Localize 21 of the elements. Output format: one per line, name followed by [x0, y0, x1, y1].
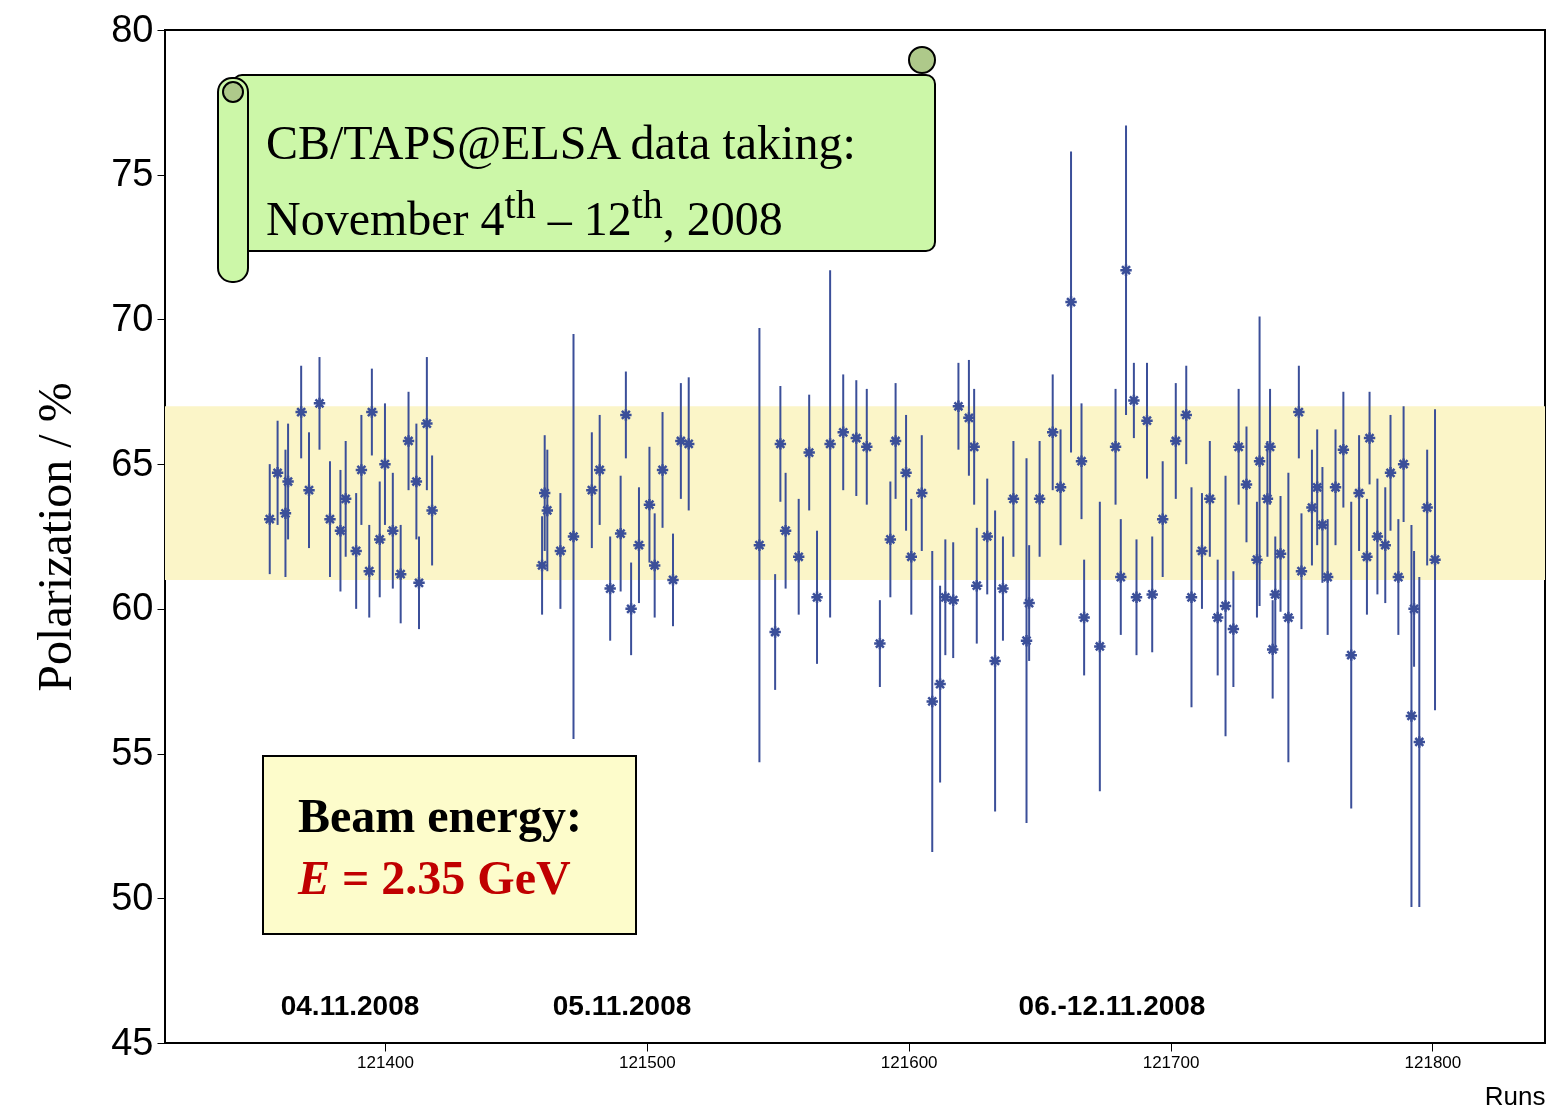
annotation: 05.11.2008	[552, 990, 692, 1022]
y-tick-label: 50	[111, 875, 154, 918]
annotation: 06.-12.11.2008	[1018, 990, 1206, 1022]
annotation: E = 2.35 GeV	[298, 850, 572, 906]
y-tick-label: 65	[111, 441, 154, 484]
y-tick-label: 75	[111, 152, 154, 195]
y-tick-label: 70	[111, 296, 154, 339]
x-tick-label: 121600	[880, 1052, 938, 1072]
annotation: 04.11.2008	[280, 990, 420, 1022]
x-tick-label: 121500	[618, 1052, 676, 1072]
x-tick-label: 121400	[357, 1052, 414, 1072]
x-tick-label: 121700	[1142, 1052, 1200, 1072]
y-tick-label: 55	[111, 731, 154, 774]
y-axis-title: Polarization / %	[28, 382, 82, 692]
x-tick-label: 121800	[1404, 1052, 1462, 1072]
annotation: CB/TAPS@ELSA data taking: November 4$^{th}$ – 12$^{th}$, 2008	[232, 74, 936, 252]
x-axis-title: Runs	[1484, 1080, 1546, 1111]
y-tick-label: 80	[111, 7, 154, 50]
y-tick-label: 60	[111, 586, 154, 629]
annotation: Beam energy:	[298, 788, 583, 844]
y-tick-label: 45	[111, 1020, 154, 1063]
